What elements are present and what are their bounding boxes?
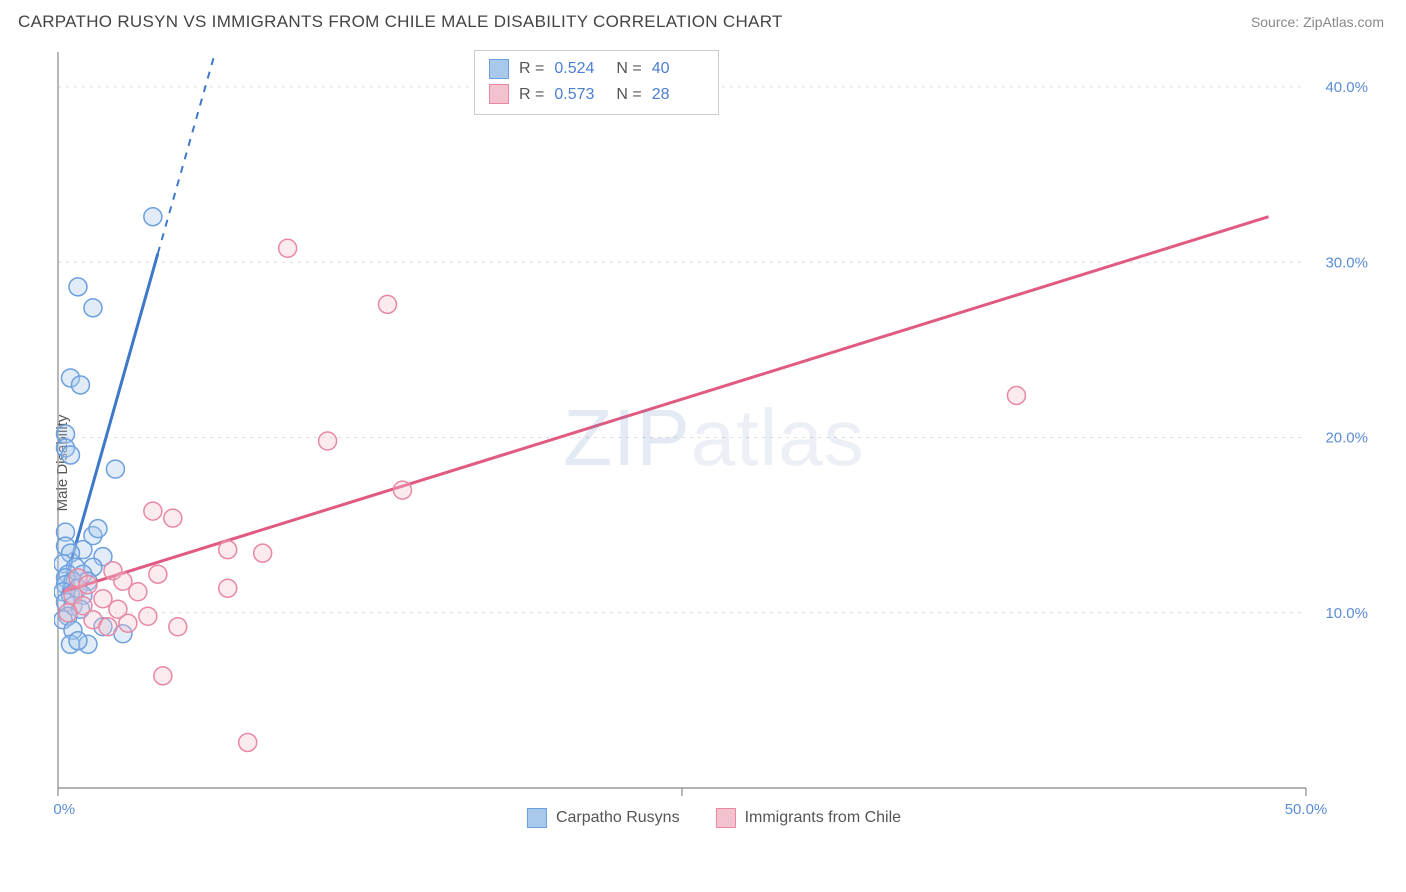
stats-row-carpatho: R = 0.524 N = 40 (489, 56, 704, 82)
swatch-chile (489, 84, 509, 104)
swatch-carpatho (527, 808, 547, 828)
plot-svg: 10.0% 20.0% 30.0% 40.0% 0.0% 50.0% (54, 48, 1374, 828)
bottom-legend: Carpatho Rusyns Immigrants from Chile (527, 808, 901, 828)
legend-item-carpatho: Carpatho Rusyns (527, 808, 680, 828)
swatch-chile (716, 808, 736, 828)
svg-text:0.0%: 0.0% (54, 801, 75, 818)
stats-row-chile: R = 0.573 N = 28 (489, 82, 704, 108)
chart-container: Male Disability 10.0%20.0%30.0%40.0%0.0%… (18, 48, 1388, 878)
svg-text:10.0%: 10.0% (1325, 605, 1368, 622)
svg-text:30.0%: 30.0% (1325, 254, 1368, 271)
chart-header: CARPATHO RUSYN VS IMMIGRANTS FROM CHILE … (0, 0, 1406, 40)
chart-source: Source: ZipAtlas.com (1251, 14, 1384, 30)
stats-legend-box: R = 0.524 N = 40 R = 0.573 N = 28 (474, 50, 719, 115)
chart-title: CARPATHO RUSYN VS IMMIGRANTS FROM CHILE … (18, 12, 783, 32)
swatch-carpatho (489, 59, 509, 79)
svg-text:50.0%: 50.0% (1285, 801, 1328, 818)
legend-item-chile: Immigrants from Chile (716, 808, 901, 828)
svg-text:40.0%: 40.0% (1325, 79, 1368, 96)
plot-area: 10.0%20.0%30.0%40.0%0.0%50.0% ZIPatlas R… (54, 48, 1374, 828)
svg-text:20.0%: 20.0% (1325, 430, 1368, 447)
